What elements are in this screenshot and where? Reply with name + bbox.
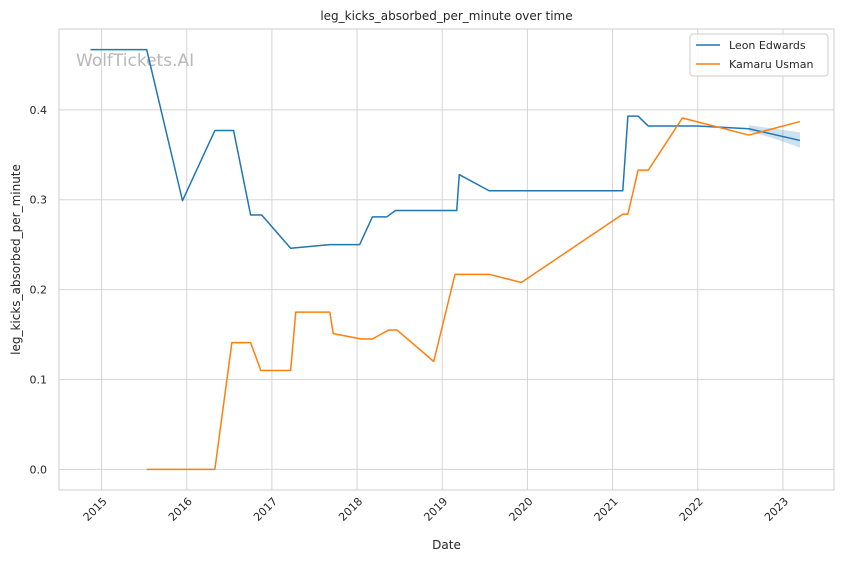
x-tick-label: 2023 [762,495,791,524]
series-line-0 [90,48,801,250]
y-axis-label: leg_kicks_absorbed_per_minute [9,164,23,355]
confidence-bands [748,125,800,148]
x-tick-label: 2019 [421,495,450,524]
x-tick-label: 2020 [507,495,536,524]
x-tick-label: 2021 [592,495,621,524]
series-line-1 [146,117,801,471]
y-tick-label: 0.1 [30,373,48,386]
y-tick-label: 0.3 [30,194,48,207]
plot-frame [58,28,835,491]
grid [59,29,834,490]
confidence-band-series-0 [748,125,800,148]
watermark: WolfTickets.AI [76,51,194,71]
y-tick-label: 0.0 [30,463,48,476]
x-tick-label: 2016 [166,495,195,524]
legend-box [689,33,829,77]
y-tick-labels: 0.0 0.1 0.2 0.3 0.4 [30,104,48,476]
x-tick-label: 2015 [81,495,110,524]
legend-label-0: Leon Edwards [729,39,806,52]
x-tick-labels: 2015 2016 2017 2018 2019 2020 2021 2022 2023 [81,495,791,524]
series-lines [90,48,801,471]
y-tick-label: 0.4 [30,104,48,117]
y-tick-label: 0.2 [30,284,48,297]
legend-label-1: Kamaru Usman [729,58,813,71]
x-tick-label: 2017 [251,495,280,524]
x-axis-label: Date [432,538,461,552]
x-tick-label: 2022 [677,495,706,524]
chart-title: leg_kicks_absorbed_per_minute over time [320,9,572,23]
x-tick-label: 2018 [336,495,365,524]
legend: Leon Edwards Kamaru Usman [689,33,829,77]
